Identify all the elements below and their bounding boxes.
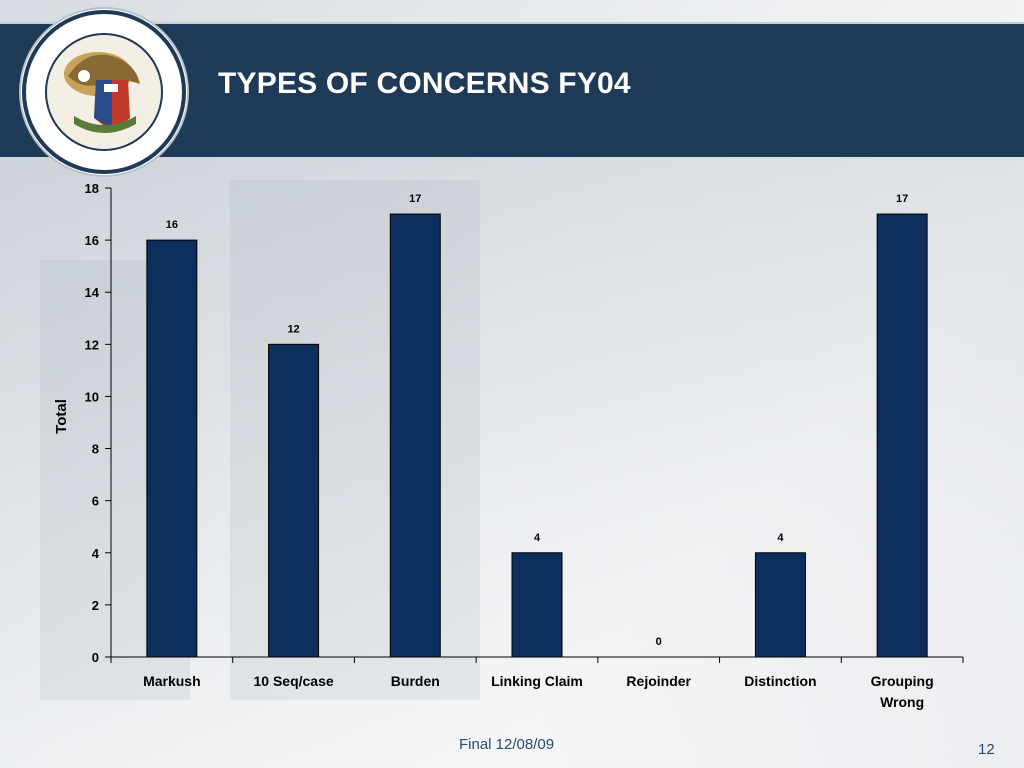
y-tick-label: 2: [92, 598, 99, 613]
bar: [876, 213, 928, 658]
data-label: 17: [409, 193, 421, 205]
y-tick-label: 10: [85, 389, 99, 404]
y-tick-label: 8: [92, 442, 99, 457]
y-tick-label: 6: [92, 494, 99, 509]
y-tick-label: 4: [92, 546, 100, 561]
category-label-line: Distinction: [744, 673, 816, 689]
category-label: Rejoinder: [626, 673, 691, 689]
category-label: Burden: [391, 673, 440, 689]
category-label: Grouping Wrong: [871, 673, 934, 710]
y-tick-label: 16: [85, 233, 99, 248]
data-label: 0: [656, 636, 662, 648]
category-label-line: Markush: [143, 673, 201, 689]
category-label-line: Grouping: [871, 673, 934, 689]
category-label: Markush: [143, 673, 201, 689]
category-label-line: Burden: [391, 673, 440, 689]
data-label: 12: [287, 323, 299, 335]
category-label-line: Linking Claim: [491, 673, 583, 689]
category-label-line: Rejoinder: [626, 673, 691, 689]
y-axis-title: Total: [53, 399, 70, 434]
bar: [389, 213, 441, 658]
footer-date: Final 12/08/09: [459, 736, 555, 753]
data-label: 4: [777, 532, 784, 544]
y-tick-label: 0: [92, 650, 99, 665]
category-label-line: 10 Seq/case: [253, 673, 333, 689]
uspto-seal-logo: [19, 7, 189, 177]
data-label: 16: [166, 219, 178, 231]
data-label: 17: [896, 193, 908, 205]
category-label: 10 Seq/case: [253, 673, 333, 689]
data-label: 4: [534, 532, 541, 544]
slide-title: TYPES OF CONCERNS FY04: [218, 67, 631, 100]
category-label-line: Wrong: [880, 694, 924, 710]
bar: [511, 552, 563, 658]
y-tick-label: 12: [85, 337, 99, 352]
bar: [268, 343, 320, 658]
category-label: Linking Claim: [491, 673, 583, 689]
page-number: 12: [978, 741, 995, 758]
bar: [754, 552, 806, 658]
bar: [146, 239, 198, 658]
y-tick-label: 18: [85, 181, 99, 196]
category-label: Distinction: [744, 673, 816, 689]
y-tick-label: 14: [85, 285, 100, 300]
